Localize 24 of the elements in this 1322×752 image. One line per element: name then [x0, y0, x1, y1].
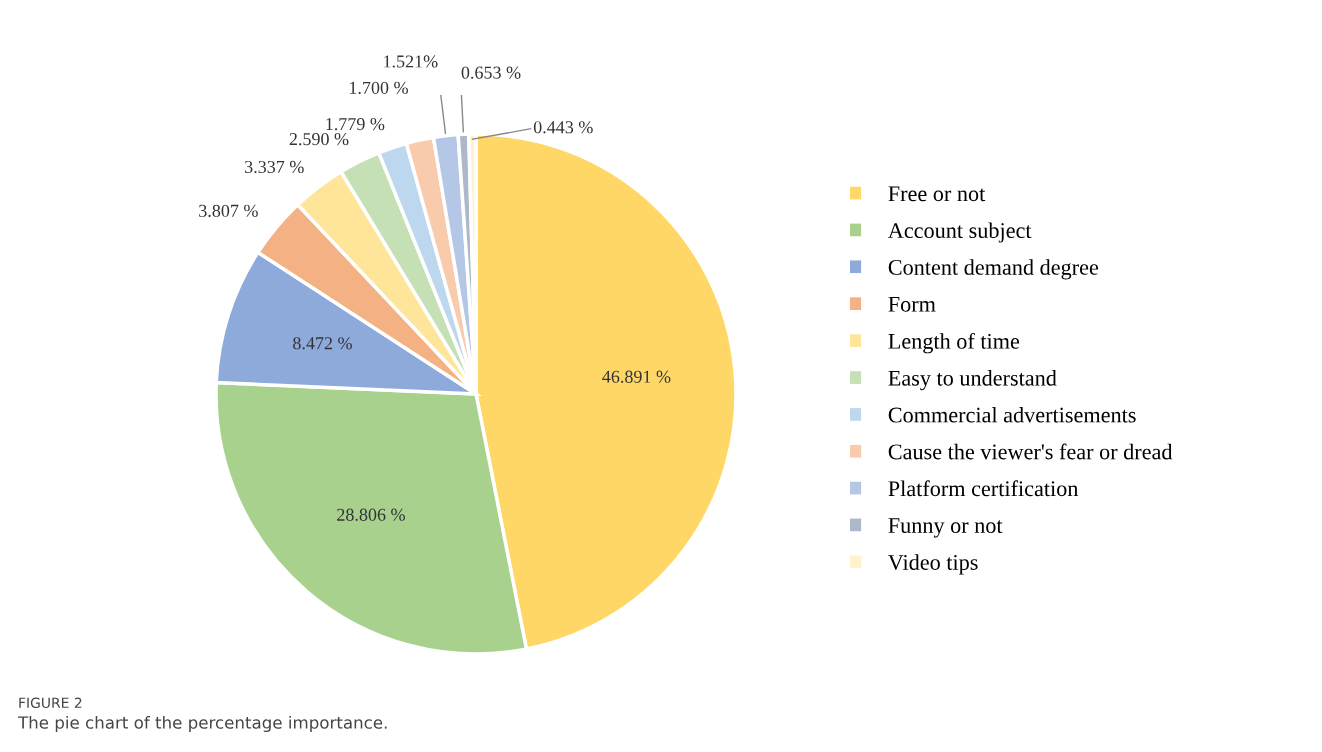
legend-label: Free or not [888, 186, 986, 202]
legend-label: Cause the viewer's fear or dread [888, 443, 1173, 460]
legend-label: Form [888, 296, 936, 312]
data-label: 2.590 % [289, 132, 349, 146]
legend-label: Account subject [888, 222, 1032, 243]
legend-label: Content demand degree [888, 259, 1099, 280]
legend-label: Funny or not [888, 518, 1003, 538]
data-label: 0.443 % [533, 121, 593, 134]
data-label: 0.653 % [461, 66, 521, 79]
legend-label: Length of time [888, 332, 1020, 354]
data-label: 1.521% [384, 55, 438, 68]
data-label: 46.891 % [602, 370, 671, 383]
caption: FIGURE 2 [19, 697, 82, 709]
legend-label: Commercial advertisements [888, 406, 1136, 423]
data-label: 8.472 % [293, 337, 352, 350]
data-label: 1.700 % [349, 81, 408, 94]
legend-label: Video tips [888, 554, 978, 575]
text: The pie chart of the percentage importance. [17, 715, 387, 733]
data-label: 3.807 % [199, 204, 258, 217]
data-label: 28.806 % [337, 508, 405, 521]
data-label: 3.337 % [245, 160, 304, 174]
data-label: 1.779 % [326, 117, 385, 131]
legend-label: Easy to understand [888, 370, 1057, 391]
legend-label: Platform certification [888, 480, 1079, 497]
